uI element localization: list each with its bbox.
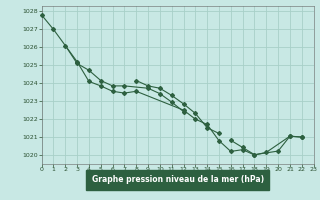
X-axis label: Graphe pression niveau de la mer (hPa): Graphe pression niveau de la mer (hPa) [92,175,264,184]
